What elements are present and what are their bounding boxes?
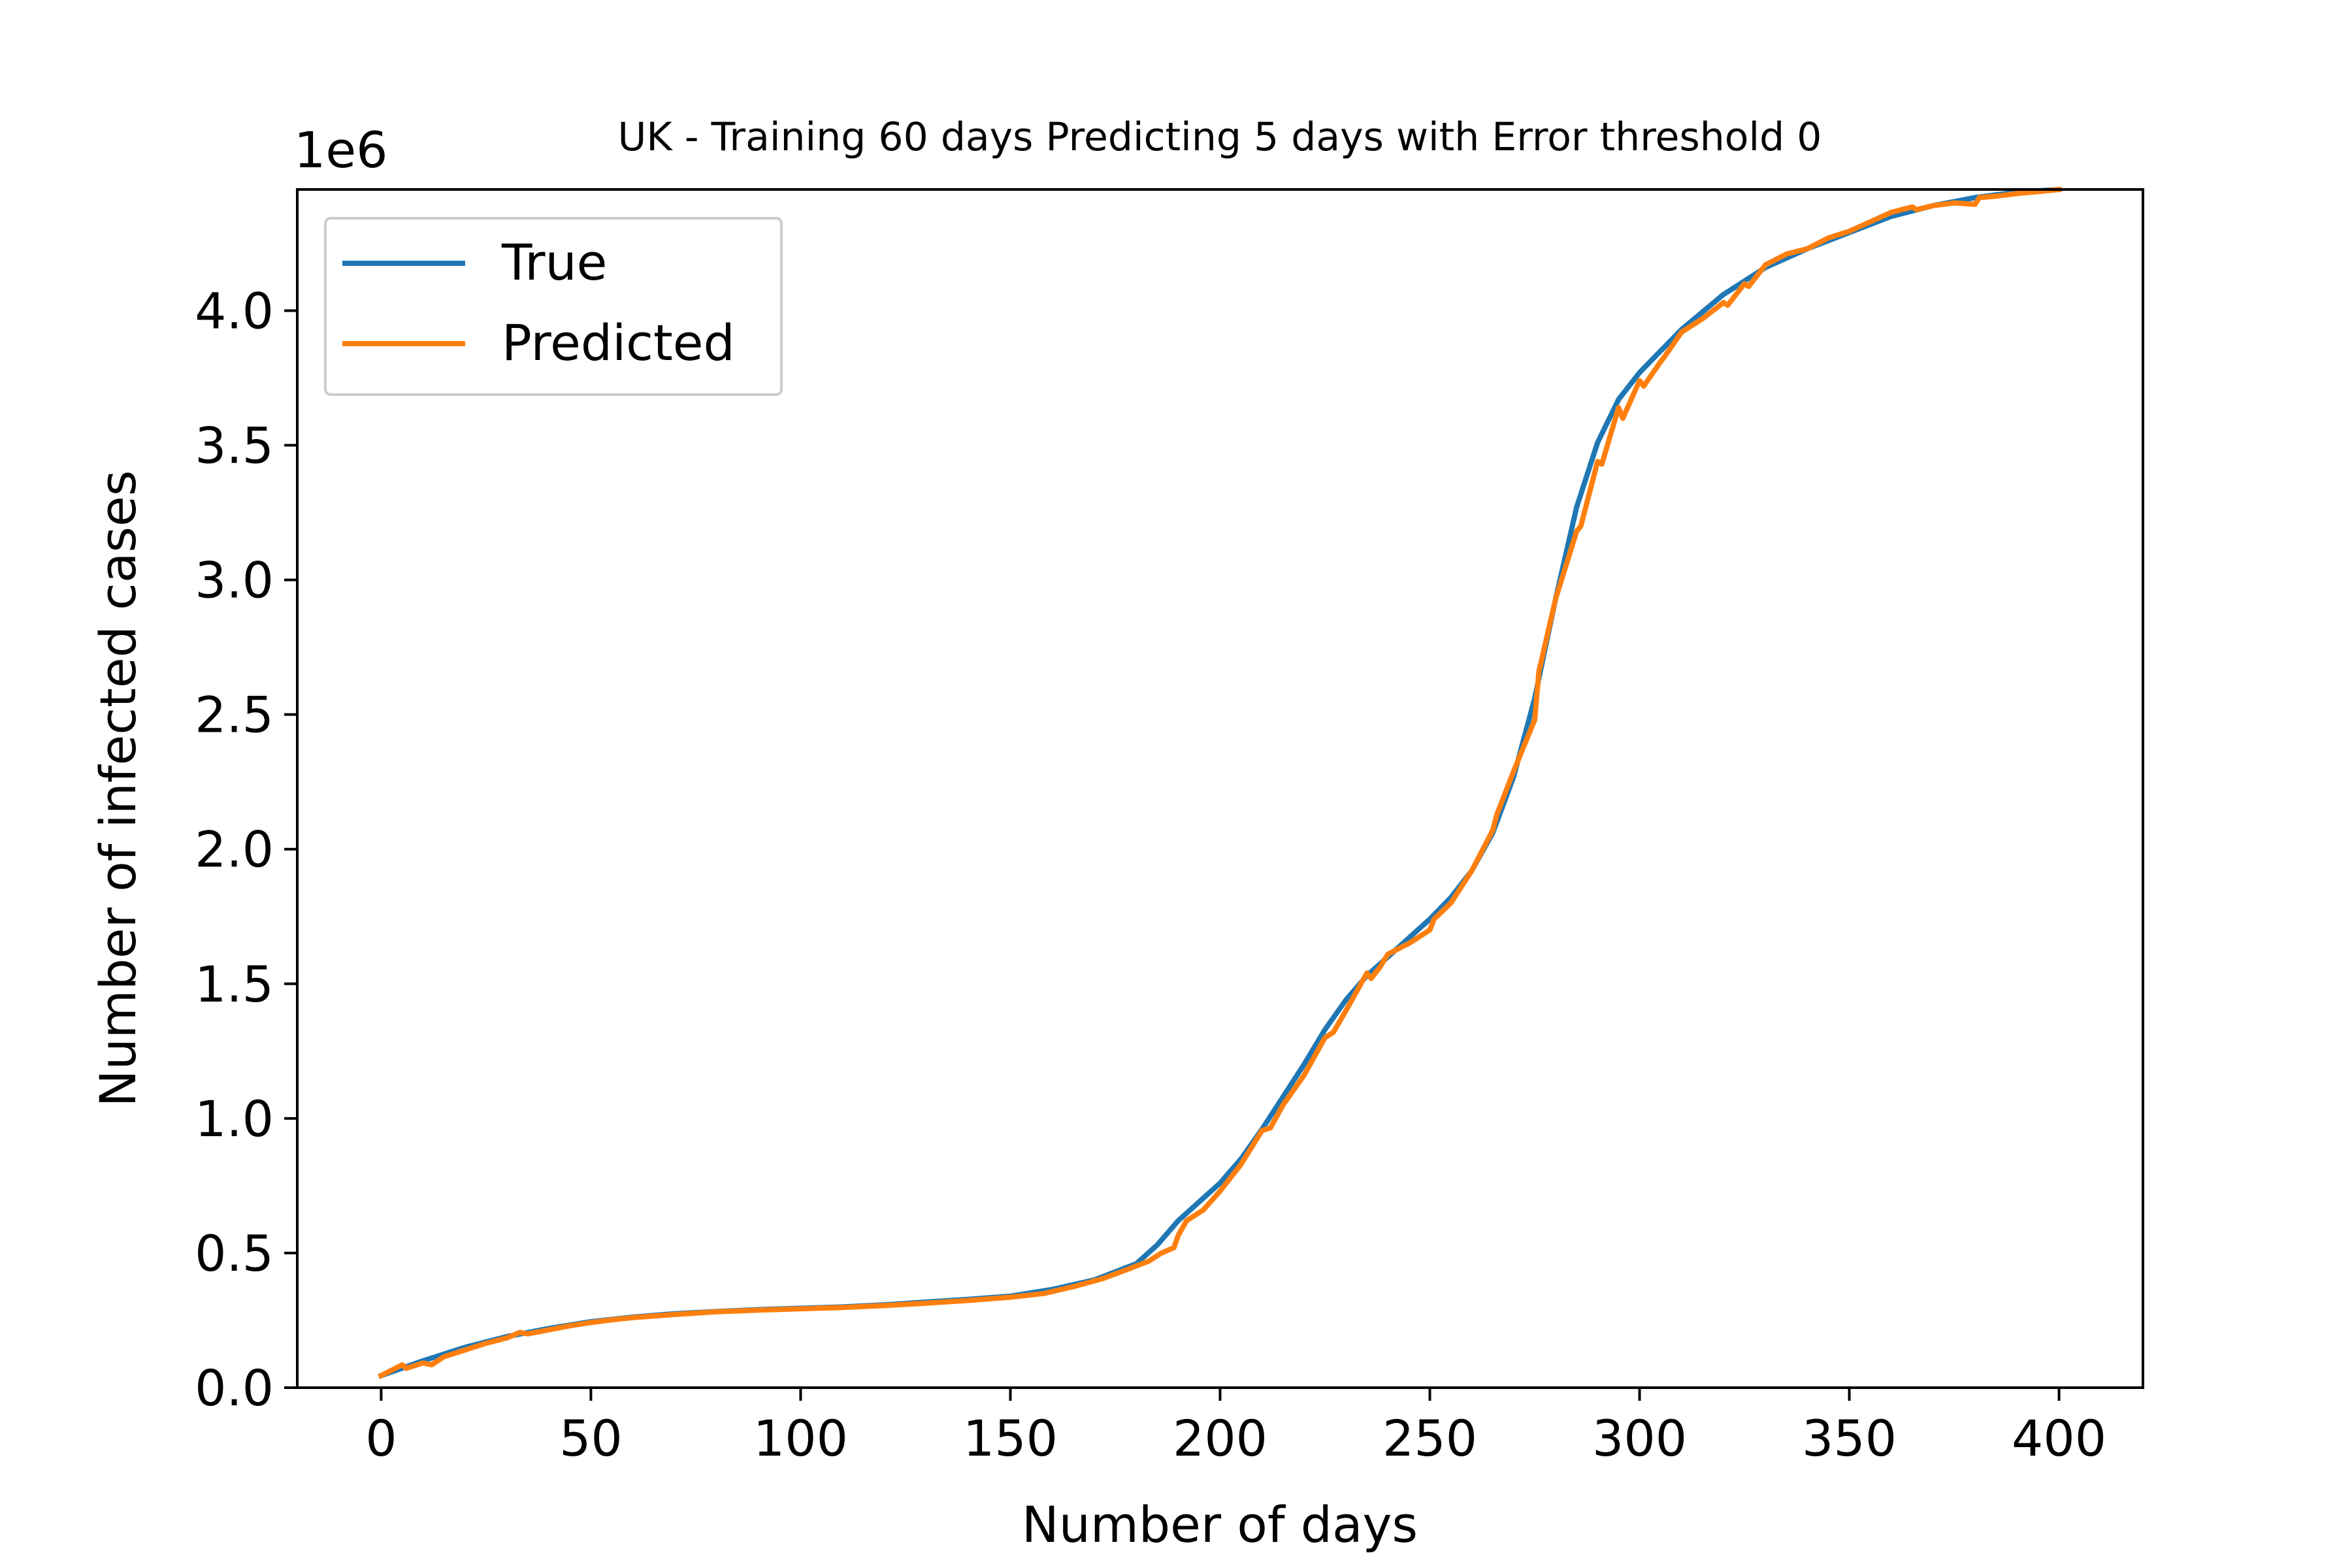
x-tick-label: 400 — [2012, 1409, 2106, 1467]
y-tick-label: 1.0 — [195, 1090, 274, 1148]
legend-label-predicted: Predicted — [502, 314, 735, 372]
y-tick-label: 3.5 — [195, 417, 274, 475]
x-axis-ticks: 0 50 100 150 200 250 300 350 400 — [365, 1388, 2106, 1467]
legend: True Predicted — [324, 217, 783, 396]
x-tick-label: 300 — [1592, 1409, 1687, 1467]
y-tick-label: 1.5 — [195, 955, 274, 1013]
series-line-predicted — [378, 186, 2062, 1379]
series-layer — [378, 186, 2062, 1379]
x-tick-label: 100 — [753, 1409, 848, 1467]
x-axis-label: Number of days — [1022, 1495, 1418, 1554]
y-tick-label: 2.5 — [195, 686, 274, 744]
x-tick-label: 0 — [365, 1409, 397, 1467]
x-tick-label: 50 — [559, 1409, 623, 1467]
y-tick-label: 2.0 — [195, 821, 274, 879]
x-tick-label: 250 — [1382, 1409, 1477, 1467]
x-tick-label: 200 — [1173, 1409, 1267, 1467]
y-axis-label: Number of infected cases — [89, 470, 147, 1107]
y-tick-label: 0.0 — [195, 1359, 274, 1417]
y-axis-ticks: 0.0 0.5 1.0 1.5 2.0 2.5 3.0 3.5 4.0 — [195, 282, 297, 1417]
y-tick-label: 0.5 — [195, 1224, 274, 1282]
x-tick-label: 350 — [1802, 1409, 1897, 1467]
legend-label-true: True — [501, 233, 607, 291]
x-tick-label: 150 — [963, 1409, 1058, 1467]
chart-title: UK - Training 60 days Predicting 5 days … — [618, 114, 1822, 160]
y-tick-label: 3.0 — [195, 551, 274, 610]
y-tick-label: 4.0 — [195, 282, 274, 340]
y-offset-label: 1e6 — [294, 121, 387, 179]
